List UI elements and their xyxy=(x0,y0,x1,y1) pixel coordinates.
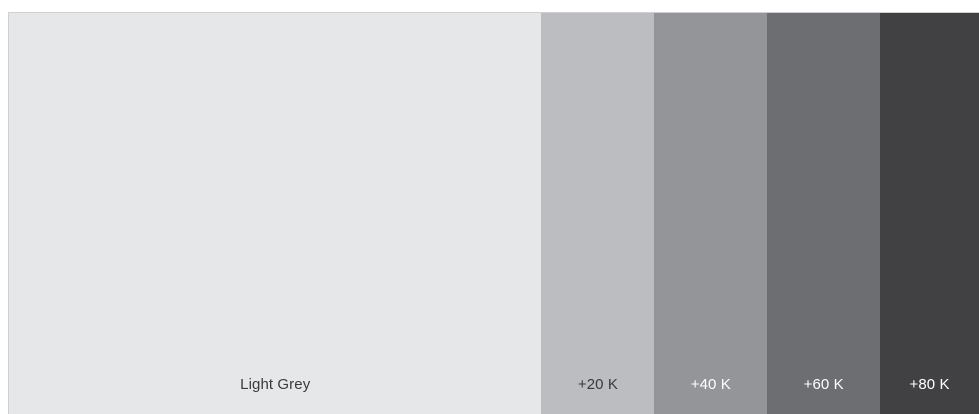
color-swatch-strip: Light Grey +20 K +40 K +60 K +80 K xyxy=(8,12,979,414)
swatch-light-grey: Light Grey xyxy=(9,13,542,414)
swatch-label-light-grey: Light Grey xyxy=(240,376,311,393)
swatch-plus-40k: +40 K xyxy=(654,13,768,414)
swatch-plus-80k: +80 K xyxy=(880,13,979,414)
swatch-plus-20k: +20 K xyxy=(541,13,655,414)
swatch-plus-60k: +60 K xyxy=(767,13,881,414)
swatch-label-plus-60k: +60 K xyxy=(803,376,844,393)
swatch-label-plus-80k: +80 K xyxy=(909,376,950,393)
swatch-label-plus-20k: +20 K xyxy=(577,376,618,393)
swatch-label-plus-40k: +40 K xyxy=(690,376,731,393)
